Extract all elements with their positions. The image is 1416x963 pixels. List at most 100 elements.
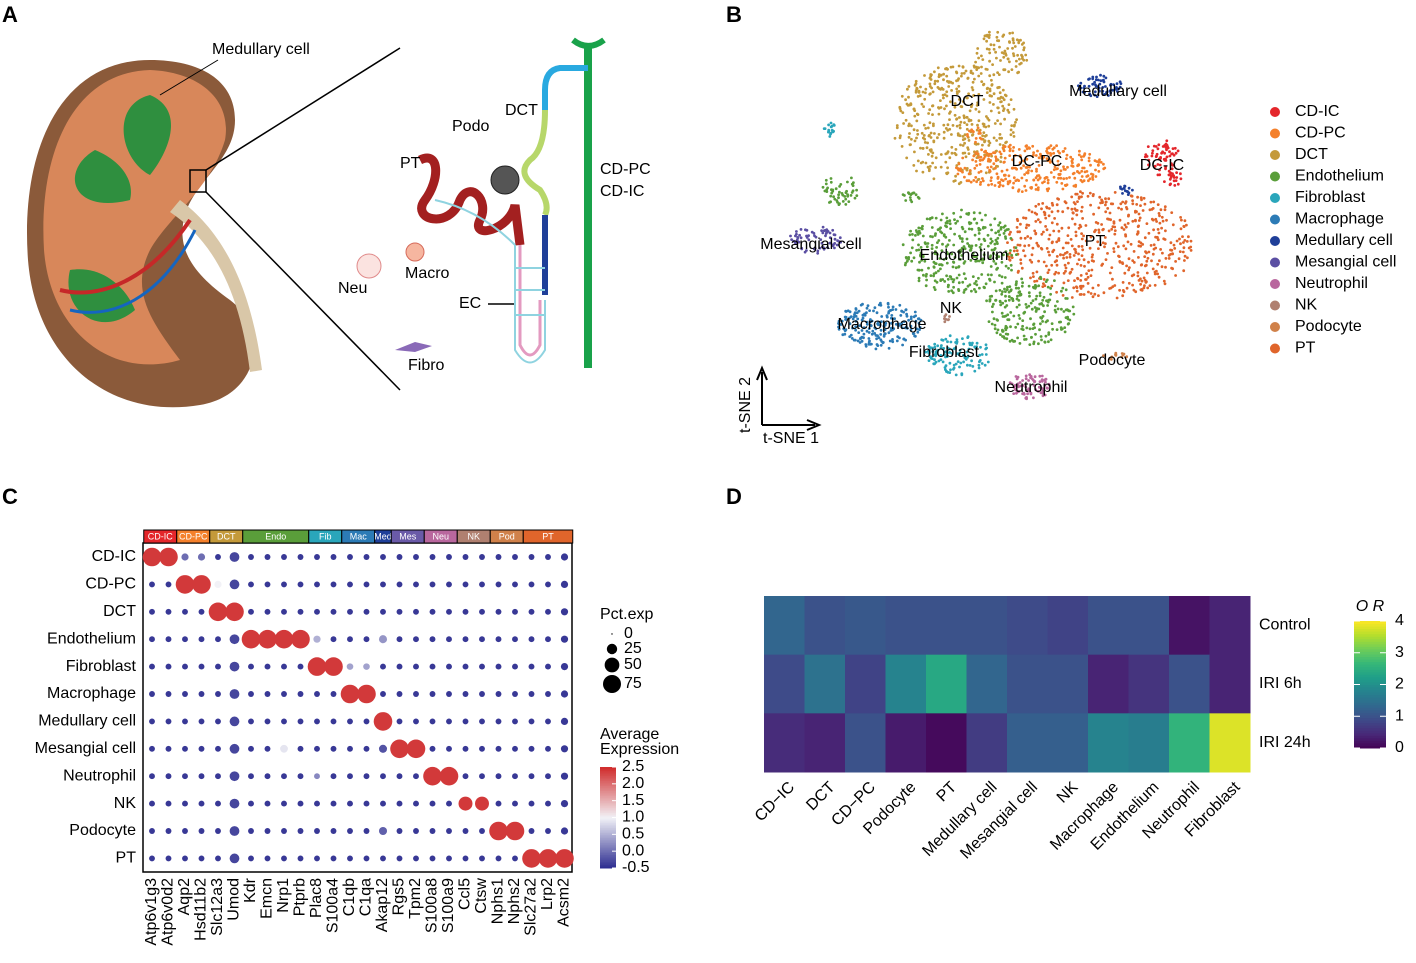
tsne-point — [989, 43, 993, 47]
tsne-point — [915, 169, 918, 173]
tsne-point — [999, 155, 1003, 159]
tsne-point — [975, 221, 979, 225]
tsne-point — [1016, 243, 1020, 247]
dot — [142, 547, 162, 567]
tsne-point — [972, 179, 976, 182]
dot — [182, 855, 188, 862]
tsne-point — [999, 303, 1003, 307]
tsne-point — [1041, 379, 1044, 383]
dot — [165, 691, 172, 697]
tsne-point — [1137, 219, 1141, 222]
tsne-point — [1035, 307, 1039, 310]
tsne-point — [948, 351, 952, 354]
tsne-point — [1006, 241, 1009, 245]
tsne-point — [1022, 334, 1026, 338]
tsne-point — [1091, 295, 1095, 299]
tsne-point — [950, 252, 954, 256]
heatmap-cell — [845, 654, 886, 714]
dot — [229, 743, 240, 754]
tsne-point — [910, 259, 914, 263]
tsne-point — [1116, 90, 1119, 93]
dot — [297, 608, 304, 615]
tsne-point — [956, 219, 959, 223]
tsne-point — [933, 288, 937, 291]
tsne-point — [1089, 292, 1093, 295]
tsne-point — [1091, 194, 1095, 198]
tsne-point — [1002, 149, 1006, 153]
heatmap-cell — [1209, 596, 1251, 656]
dot — [330, 608, 337, 615]
tsne-point — [1022, 48, 1026, 52]
dot — [413, 636, 419, 643]
color-bar-step — [600, 797, 616, 800]
tsne-point — [974, 137, 978, 140]
tsne-point — [943, 280, 947, 283]
tsne-point — [828, 201, 831, 204]
tsne-point — [1126, 240, 1130, 244]
tsne-point — [1043, 177, 1047, 180]
tsne-point — [1124, 225, 1128, 229]
tsne-point — [1041, 394, 1045, 398]
tsne-point — [963, 247, 967, 251]
tsne-point — [1089, 274, 1093, 277]
tsne-point — [1016, 71, 1019, 75]
tsne-point — [970, 86, 974, 89]
heatmap-cell — [966, 713, 1008, 773]
dot — [462, 691, 469, 697]
tsne-point — [989, 165, 993, 169]
size-legend-dot — [603, 675, 621, 693]
tsne-point — [900, 145, 904, 148]
tsne-point — [1018, 342, 1022, 345]
tsne-point — [945, 67, 948, 70]
tsne-point — [995, 331, 999, 335]
tsne-point — [967, 139, 971, 142]
tsne-point — [1004, 294, 1007, 298]
tsne-point — [901, 111, 905, 114]
tsne-point — [896, 335, 900, 339]
tsne-point — [1054, 310, 1058, 314]
tsne-point — [1008, 258, 1012, 262]
tsne-point — [936, 348, 940, 352]
color-bar-step — [600, 805, 616, 808]
tsne-point — [997, 229, 1000, 233]
tsne-point — [922, 123, 926, 127]
tsne-point — [1064, 241, 1068, 245]
tsne-point — [1043, 383, 1047, 387]
tsne-point — [1076, 262, 1079, 266]
tsne-point — [904, 199, 908, 202]
colorbar-step — [1354, 727, 1386, 731]
tsne-point — [929, 78, 933, 81]
heatmap-cell — [804, 596, 846, 656]
tsne-point — [921, 90, 925, 94]
tsne-point — [816, 251, 820, 255]
tsne-point — [799, 228, 803, 231]
colorbar-step — [1354, 654, 1386, 658]
tsne-point — [988, 168, 991, 172]
dot — [479, 855, 485, 862]
tsne-point — [1018, 161, 1022, 165]
tsne-point — [819, 238, 823, 242]
dot — [446, 828, 452, 834]
tsne-point — [1046, 300, 1050, 304]
tsne-point — [943, 107, 946, 111]
tsne-point — [1041, 181, 1044, 185]
tsne-point — [990, 182, 994, 186]
tsne-point — [1140, 198, 1143, 202]
tsne-point — [916, 159, 920, 163]
tsne-point — [955, 70, 958, 74]
tsne-point — [1091, 77, 1095, 81]
tsne-point — [1165, 155, 1169, 159]
tsne-point — [1134, 219, 1137, 223]
dot — [462, 636, 469, 643]
dot — [281, 800, 287, 807]
tsne-point — [955, 352, 959, 355]
tsne-point — [1103, 236, 1107, 239]
dot — [380, 581, 386, 588]
tsne-point — [1157, 143, 1161, 147]
dot — [475, 796, 489, 811]
tsne-point — [829, 177, 833, 180]
tsne-point — [1039, 391, 1043, 395]
tsne-point — [820, 241, 824, 245]
tsne-point — [1092, 212, 1095, 216]
dot — [165, 581, 172, 588]
